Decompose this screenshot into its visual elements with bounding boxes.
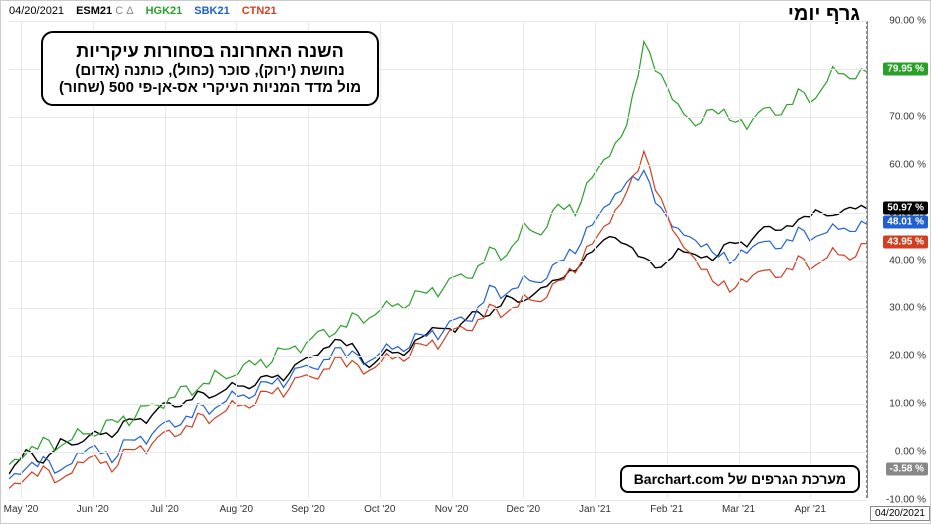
header-symbol: HGK21 xyxy=(146,5,183,17)
x-tick: Sep '20 xyxy=(291,504,325,515)
value-badge: 79.95 % xyxy=(883,63,928,76)
y-axis: -10.00 %0.00 %10.00 %20.00 %30.00 %40.00… xyxy=(868,21,930,498)
x-tick: Nov '20 xyxy=(435,504,469,515)
info-box: השנה האחרונה בסחורות עיקריות נחושת (ירוק… xyxy=(41,31,379,106)
value-badge: 50.97 % xyxy=(883,201,928,214)
y-tick: 40.00 % xyxy=(889,255,926,266)
y-tick: 60.00 % xyxy=(889,159,926,170)
x-tick: Dec '20 xyxy=(506,504,540,515)
x-tick: Apr '21 xyxy=(795,504,826,515)
x-tick: Jul '20 xyxy=(150,504,179,515)
gridline-v xyxy=(380,21,381,498)
end-date-vline xyxy=(866,21,867,498)
x-tick: Aug '20 xyxy=(219,504,253,515)
x-tick: May '20 xyxy=(4,504,39,515)
chart-container: 04/20/2021 ESM21 C ΔHGK21SBK21CTN21 גרף … xyxy=(0,0,931,524)
info-box-title: השנה האחרונה בסחורות עיקריות xyxy=(59,41,361,62)
y-tick: 70.00 % xyxy=(889,111,926,122)
header-symbols: ESM21 C Δ HGK21 SBK21 CTN21 xyxy=(76,5,289,17)
y-tick: 10.00 % xyxy=(889,399,926,410)
x-axis: May '20Jun '20Jul '20Aug '20Sep '20Oct '… xyxy=(9,498,868,523)
header-symbol: ESM21 C Δ xyxy=(76,5,134,17)
gridline-v xyxy=(21,21,22,498)
y-tick: 90.00 % xyxy=(889,16,926,27)
y-tick: 30.00 % xyxy=(889,303,926,314)
info-box-line1: נחושת (ירוק), סוכר (כחול), כותנה (אדום) xyxy=(59,62,361,79)
value-badge: 43.95 % xyxy=(883,235,928,248)
attribution-box: מערכת הגרפים של Barchart.com xyxy=(620,465,860,493)
x-tick: Jun '20 xyxy=(77,504,109,515)
x-tick: Oct '20 xyxy=(364,504,395,515)
gridline-v xyxy=(452,21,453,498)
end-date-badge: 04/20/2021 xyxy=(870,506,930,521)
x-tick: Mar '21 xyxy=(722,504,755,515)
y-tick: -10.00 % xyxy=(886,495,926,506)
y-tick: 20.00 % xyxy=(889,351,926,362)
header-symbol: CTN21 xyxy=(242,5,277,17)
y-tick: 0.00 % xyxy=(895,447,926,458)
gridline-v xyxy=(810,21,811,498)
value-badge: 48.01 % xyxy=(883,216,928,229)
x-tick: Jan '21 xyxy=(579,504,611,515)
x-tick: Feb '21 xyxy=(650,504,683,515)
gridline-v xyxy=(739,21,740,498)
gridline-v xyxy=(523,21,524,498)
value-badge: -3.58 % xyxy=(886,463,928,476)
gridline-v xyxy=(667,21,668,498)
header-symbol: SBK21 xyxy=(194,5,229,17)
header-date: 04/20/2021 xyxy=(9,5,64,17)
info-box-line2: מול מדד המניות העיקרי אס-אן-פי 500 (שחור… xyxy=(59,79,361,96)
gridline-v xyxy=(595,21,596,498)
